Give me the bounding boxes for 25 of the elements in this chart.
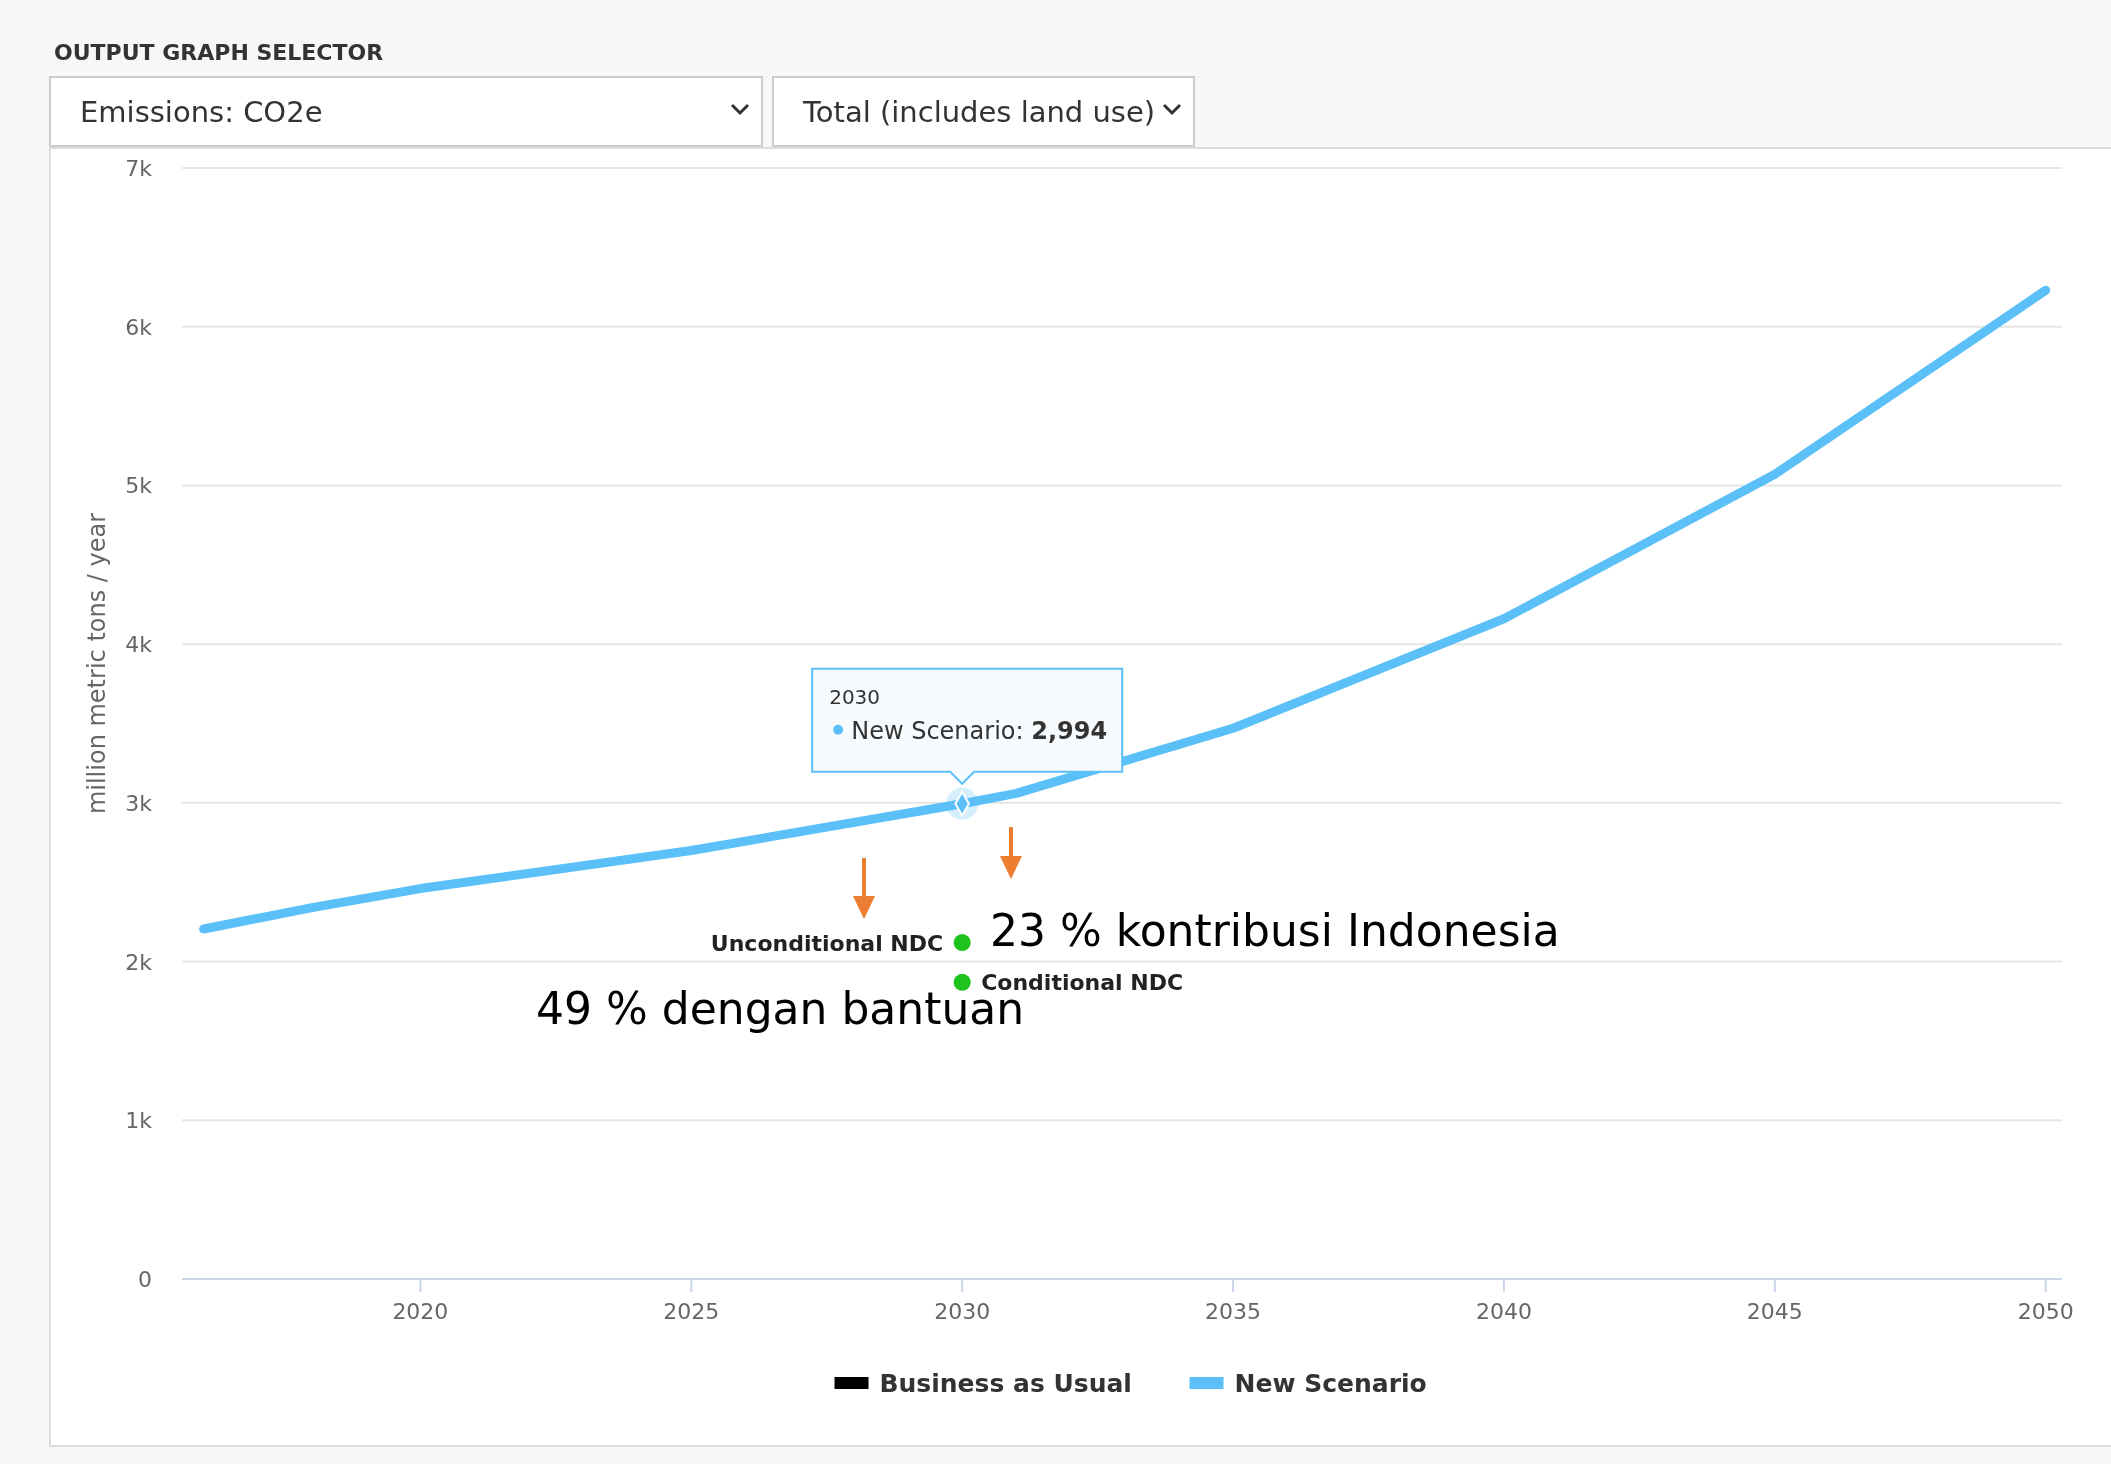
y-tick-label: 2k [125,949,153,975]
x-tick-label: 2045 [1746,1299,1803,1324]
series-label: Unconditional NDC [710,930,944,956]
x-tick-label: 2050 [2017,1299,2074,1324]
y-tick-label: 7k [125,156,153,181]
x-tick-label: 2035 [1205,1299,1262,1324]
x-tick-label: 2040 [1475,1299,1532,1324]
y-axis-title: million metric tons / year [83,512,111,815]
x-tick-label: 2030 [934,1299,991,1324]
legend-label: New Scenario [1234,1369,1427,1398]
text: Total (includes land use) [802,95,1156,129]
y-tick-label: 0 [138,1267,152,1292]
y-tick-label: 3k [125,790,153,816]
chart-title: OUTPUT GRAPH SELECTOR [54,40,384,65]
y-tick-label: 6k [125,314,153,340]
x-tick-label: 2025 [663,1299,720,1324]
annotation: 23 % kontribusi Indonesia [990,905,1560,956]
y-tick-label: 4k [125,632,153,658]
text: Emissions: CO2e [80,95,323,129]
annotation: 2030 [829,684,881,709]
annotation: New Scenario: 2,994 [851,716,1108,745]
y-tick-label: 5k [125,473,153,499]
y-tick-label: 1k [125,1108,153,1134]
legend-label: Business as Usual [879,1369,1132,1398]
x-tick-label: 2020 [392,1299,449,1324]
